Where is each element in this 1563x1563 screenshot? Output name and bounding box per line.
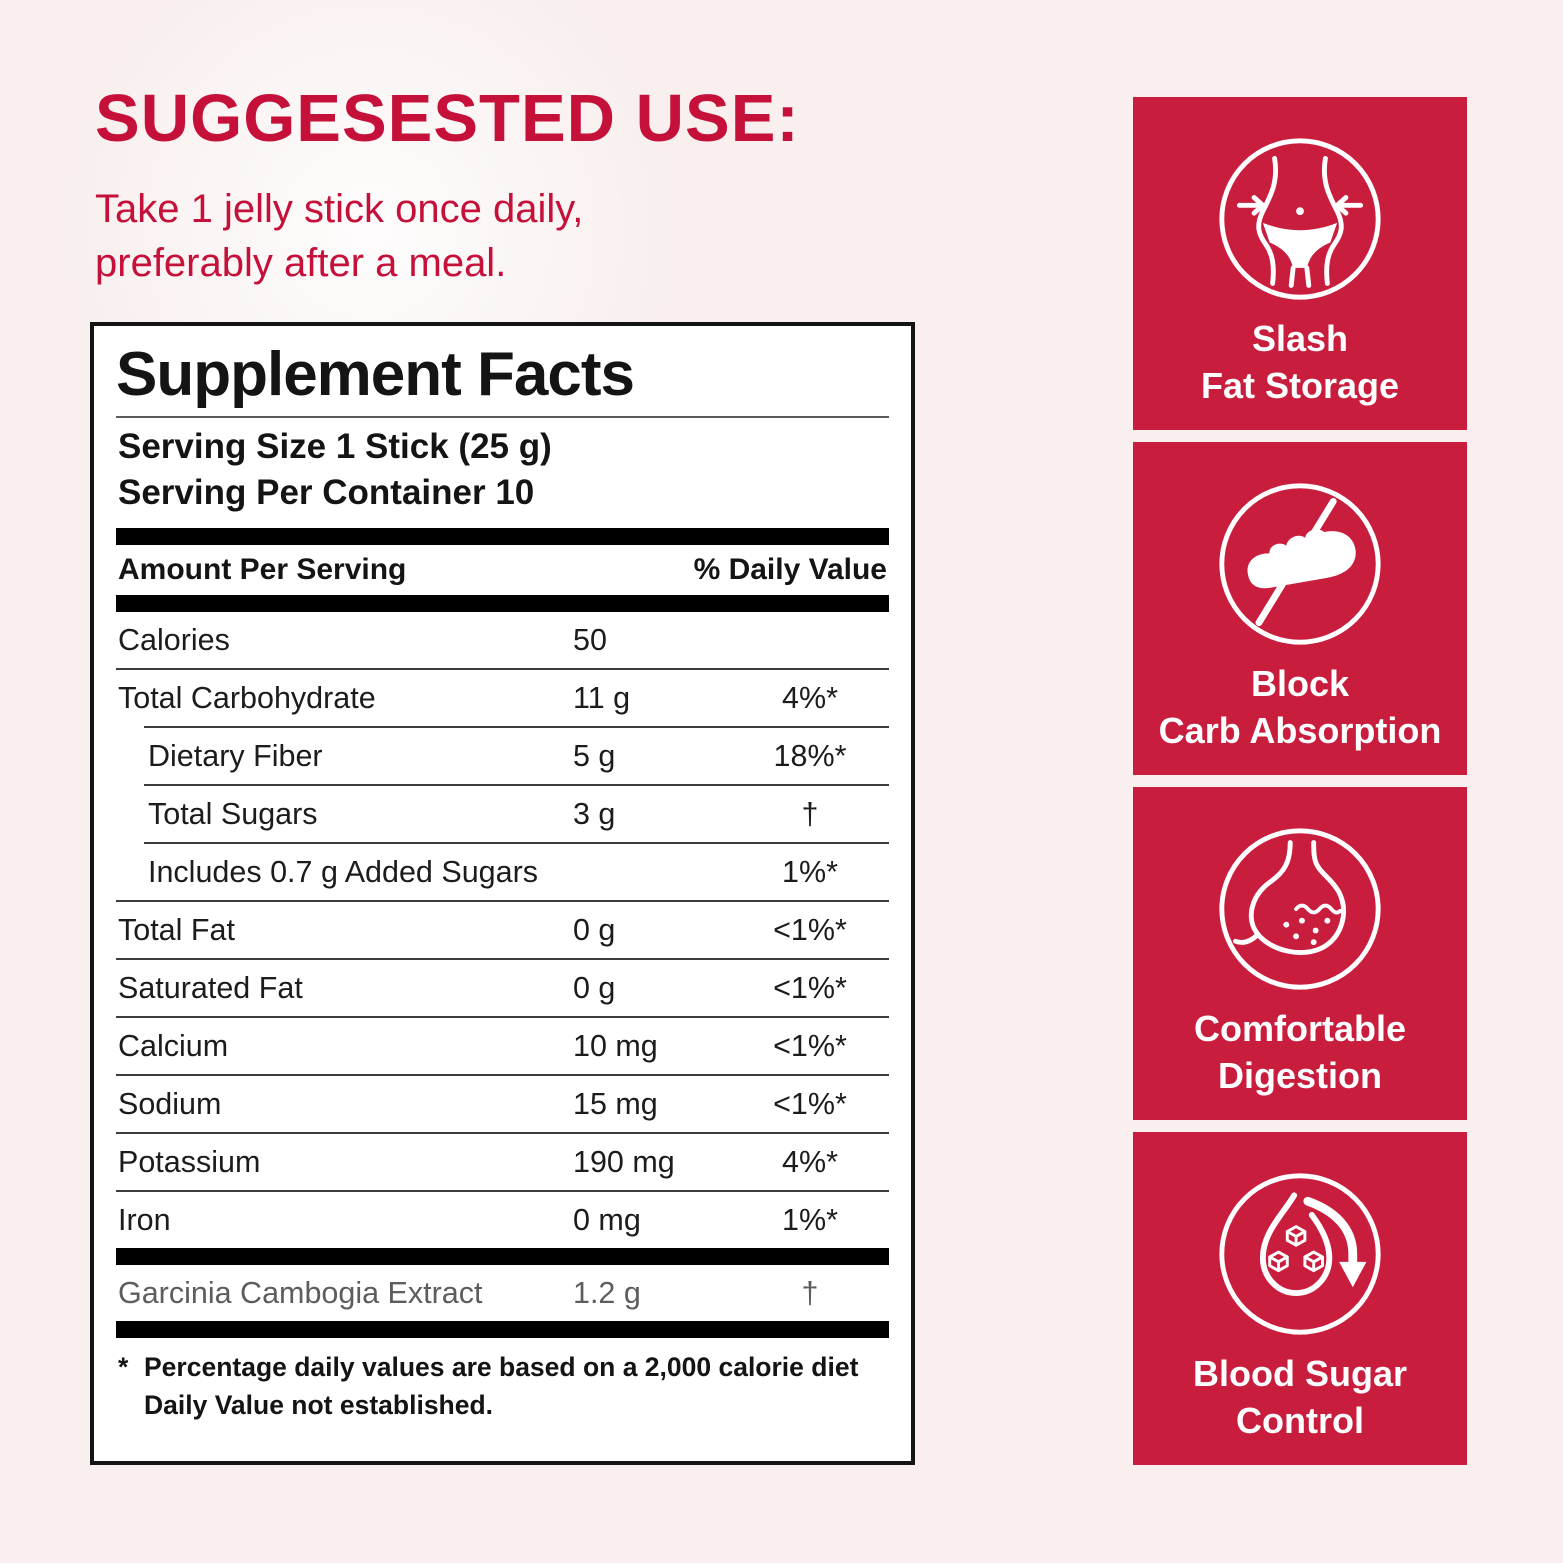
- title-rule: [116, 416, 889, 418]
- daily-value-header: % Daily Value: [693, 553, 887, 586]
- nutrient-row-added-sugars: Includes 0.7 g Added Sugars 1%*: [148, 855, 838, 889]
- suggested-use-heading: SUGGESESTED USE:: [95, 81, 800, 156]
- suggested-use-section: SUGGESESTED USE: Take 1 jelly stick once…: [95, 82, 855, 290]
- benefit-blood-sugar-control: Blood Sugar Control: [1133, 1132, 1467, 1465]
- supplement-facts-panel: Supplement Facts Serving Size 1 Stick (2…: [90, 322, 915, 1465]
- footnote-asterisk: *: [118, 1352, 129, 1382]
- benefits-sidebar: Slash Fat Storage Block Carb Absorption: [1133, 97, 1467, 1465]
- suggested-use-line-2: preferably after a meal.: [95, 241, 507, 285]
- suggested-use-line-1: Take 1 jelly stick once daily,: [95, 187, 584, 231]
- benefit-label: Comfortable Digestion: [1193, 1008, 1406, 1096]
- row-divider: [144, 842, 889, 844]
- benefit-label: Slash Fat Storage: [1200, 318, 1400, 406]
- thick-divider: [116, 1248, 889, 1265]
- nutrient-row-saturated-fat: Saturated Fat 0 g <1%*: [118, 971, 847, 1005]
- facts-header-row: Amount Per Serving % Daily Value: [116, 545, 889, 595]
- row-divider: [116, 1016, 889, 1018]
- row-divider: [116, 958, 889, 960]
- thick-divider: [116, 1321, 889, 1338]
- serving-size: Serving Size 1 Stick (25 g): [118, 427, 552, 466]
- nutrient-row-sodium: Sodium 15 mg <1%*: [118, 1087, 847, 1121]
- nutrient-row-dietary-fiber: Dietary Fiber 5 g 18%*: [148, 739, 847, 773]
- row-divider: [116, 668, 889, 670]
- footnote-text: Percentage daily values are based on a 2…: [144, 1352, 859, 1420]
- row-divider: [116, 1132, 889, 1134]
- nutrient-row-calories: Calories 50: [118, 623, 607, 657]
- benefit-comfortable-digestion: Comfortable Digestion: [1133, 787, 1467, 1120]
- stomach-icon: [1219, 828, 1381, 990]
- row-divider: [144, 784, 889, 786]
- nutrient-row-potassium: Potassium 190 mg 4%*: [118, 1145, 838, 1179]
- nutrient-row-calcium: Calcium 10 mg <1%*: [118, 1029, 847, 1063]
- thick-divider: [116, 595, 889, 612]
- benefit-block-carb-absorption: Block Carb Absorption: [1133, 442, 1467, 775]
- benefit-label: Blood Sugar Control: [1193, 1353, 1407, 1441]
- amount-per-serving-header: Amount Per Serving: [118, 553, 407, 586]
- benefit-label: Block Carb Absorption: [1158, 663, 1442, 751]
- blood-sugar-drop-icon: [1219, 1173, 1381, 1335]
- row-divider: [144, 726, 889, 728]
- benefit-slash-fat-storage: Slash Fat Storage: [1133, 97, 1467, 430]
- nutrient-row-iron: Iron 0 mg 1%*: [118, 1203, 838, 1237]
- facts-title: Supplement Facts: [116, 340, 635, 409]
- slim-waist-icon: [1219, 138, 1381, 300]
- servings-per-container: Serving Per Container 10: [118, 473, 535, 512]
- row-divider: [116, 900, 889, 902]
- no-bread-icon: [1219, 483, 1381, 645]
- thick-divider: [116, 528, 889, 545]
- nutrient-row-total-sugars: Total Sugars 3 g †: [148, 797, 819, 831]
- row-divider: [116, 1074, 889, 1076]
- facts-footnote: * Percentage daily values are based on a…: [116, 1338, 889, 1424]
- nutrient-row-total-fat: Total Fat 0 g <1%*: [118, 913, 847, 947]
- nutrient-row-total-carbohydrate: Total Carbohydrate 11 g 4%*: [118, 681, 838, 715]
- nutrient-row-garcinia-extract: Garcinia Cambogia Extract 1.2 g †: [118, 1276, 819, 1310]
- row-divider: [116, 1190, 889, 1192]
